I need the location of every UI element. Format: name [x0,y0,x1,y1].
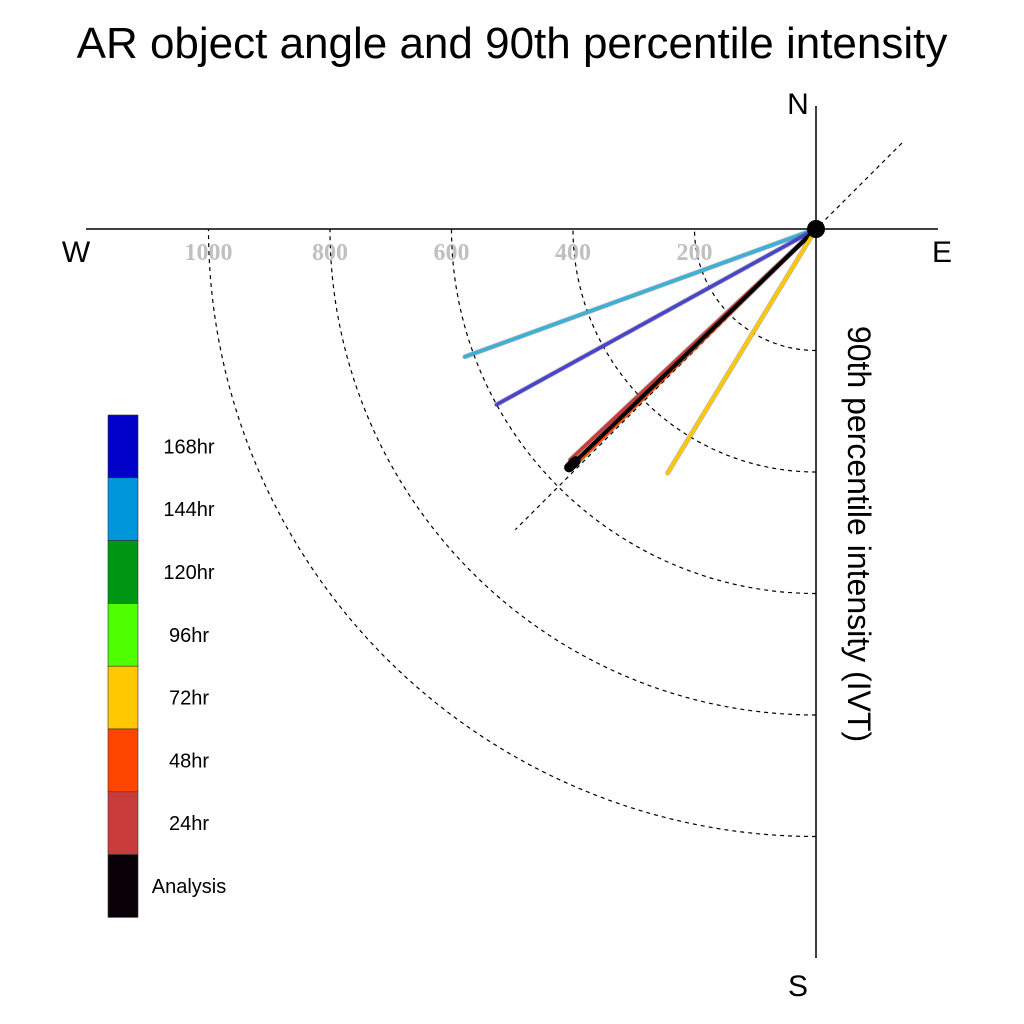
legend-label: Analysis [152,876,226,898]
radial-tick-labels: 200 400 600 800 1000 [185,240,713,266]
east-label: E [932,236,952,269]
tick-label-200: 200 [677,240,713,266]
vector-line [665,227,818,475]
origin-dot [807,220,825,238]
chart-title: AR object angle and 90th percentile inte… [77,19,948,68]
north-label: N [787,88,809,121]
vector-72hr [665,226,819,476]
legend-label: 48hr [169,750,209,772]
legend-label: 24hr [169,813,209,835]
tick-label-600: 600 [434,240,470,266]
legend-item: 120hr [107,540,215,604]
vector-line [463,227,818,359]
south-label: S [788,970,808,1003]
legend-swatch [107,665,139,730]
legend-item: 144hr [107,477,215,541]
ring-800 [329,228,817,716]
legend-item: 168hr [107,414,215,479]
west-label: W [62,236,91,269]
legend-swatch [107,603,139,667]
legend-swatch [107,540,139,604]
legend-label: 144hr [163,499,214,521]
legend-item: 72hr [107,665,209,730]
y-axis-label: 90th percentile intensity (IVT) [841,326,877,742]
ring-1000 [207,228,817,838]
legend-swatch [107,791,139,855]
ring-200 [693,228,817,352]
legend-swatch [107,728,139,793]
legend-swatch [107,854,139,918]
vector-168hr [494,226,819,408]
legend-label: 120hr [163,562,214,584]
legend-item: 96hr [107,603,209,667]
vector-line [567,227,818,470]
tick-label-800: 800 [312,240,348,266]
vector-series [462,226,819,476]
tick-label-400: 400 [555,240,591,266]
legend-item: 48hr [107,728,209,793]
radial-rings [207,228,817,838]
legend-swatch [107,414,139,479]
legend-item: Analysis [107,854,226,918]
tick-label-1000: 1000 [185,240,233,266]
legend-swatch [107,477,139,541]
legend: 168hr 144hr 120hr 96hr 72hr 48hr 24hr Analysis [107,414,226,918]
vector-144hr [462,226,819,360]
legend-label: 96hr [169,625,209,647]
legend-label: 72hr [169,688,209,710]
legend-item: 24hr [107,791,209,855]
vector-analysis [564,227,818,473]
vector-end-cap [564,456,581,473]
legend-label: 168hr [163,436,214,458]
vector-line [494,227,818,407]
